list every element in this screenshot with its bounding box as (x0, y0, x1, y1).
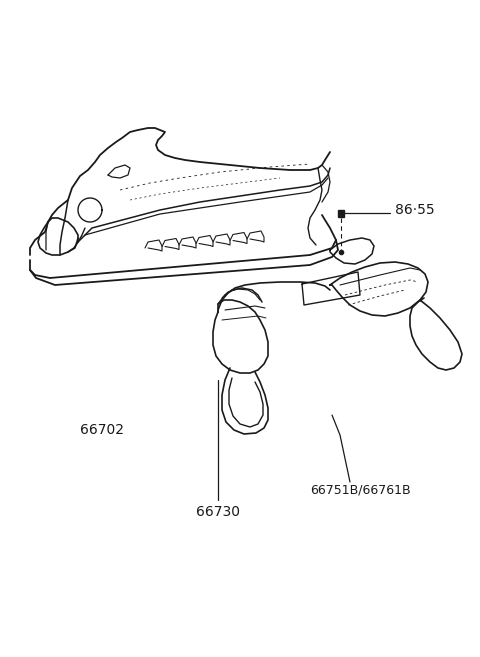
Text: 86·55: 86·55 (395, 203, 434, 217)
Text: 66730: 66730 (196, 505, 240, 519)
Text: 66751B/66761B: 66751B/66761B (310, 484, 410, 497)
Polygon shape (338, 210, 344, 217)
Text: 66702: 66702 (80, 423, 124, 437)
